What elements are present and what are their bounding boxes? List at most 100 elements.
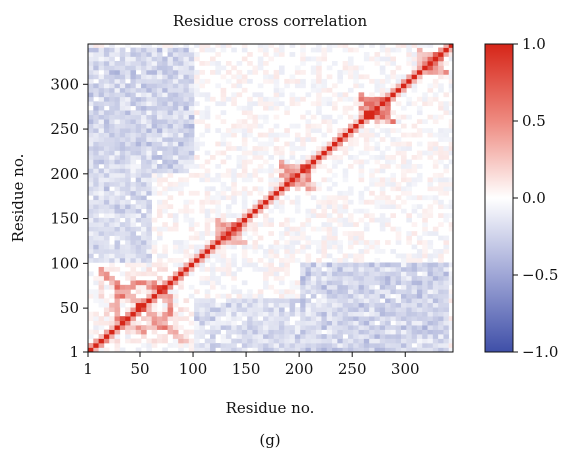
heatmap-cell	[316, 338, 322, 344]
heatmap-cell	[98, 244, 105, 250]
heatmap-cell	[225, 302, 232, 308]
heatmap-cell	[151, 316, 158, 321]
heatmap-cell	[130, 150, 137, 156]
heatmap-cell	[427, 101, 434, 107]
heatmap-cell	[395, 235, 402, 241]
heatmap-cell	[119, 74, 126, 80]
heatmap-cell	[188, 52, 195, 57]
heatmap-cell	[119, 163, 126, 169]
heatmap-cell	[363, 249, 370, 254]
heatmap-cell	[443, 280, 450, 286]
heatmap-cell	[284, 217, 290, 223]
heatmap-cell	[448, 316, 453, 321]
heatmap-cell	[411, 311, 418, 317]
heatmap-cell	[342, 44, 349, 48]
heatmap-cell	[135, 146, 142, 151]
heatmap-cell	[337, 208, 343, 214]
heatmap-cell	[448, 262, 453, 268]
heatmap-cell	[310, 293, 317, 299]
heatmap-cell	[231, 289, 237, 295]
heatmap-cell	[438, 302, 444, 308]
heatmap-cell	[411, 325, 418, 330]
heatmap-cell	[379, 105, 386, 111]
heatmap-cell	[130, 163, 137, 169]
heatmap-cell	[241, 244, 248, 250]
heatmap-cell	[273, 181, 280, 187]
heatmap-cell	[268, 137, 274, 142]
heatmap-cell	[416, 329, 423, 335]
heatmap-cell	[162, 266, 168, 272]
heatmap-cell	[204, 217, 211, 223]
heatmap-cell	[114, 213, 121, 218]
heatmap-cell	[146, 253, 152, 259]
heatmap-cell	[358, 235, 365, 241]
heatmap-cell	[231, 307, 237, 313]
heatmap-cell	[119, 325, 126, 330]
heatmap-cell	[263, 195, 269, 201]
heatmap-cell	[119, 96, 126, 102]
heatmap-cell	[172, 302, 179, 308]
heatmap-cell	[103, 159, 110, 165]
heatmap-cell	[332, 208, 338, 214]
heatmap-cell	[310, 347, 317, 352]
heatmap-cell	[443, 101, 450, 107]
heatmap-cell	[247, 307, 253, 313]
heatmap-cell	[199, 298, 206, 304]
heatmap-cell	[225, 244, 232, 250]
heatmap-cell	[220, 96, 227, 102]
heatmap-cell	[194, 320, 200, 326]
heatmap-cell	[369, 280, 375, 286]
heatmap-cell	[103, 168, 110, 174]
heatmap-cell	[427, 329, 434, 335]
heatmap-cell	[406, 343, 412, 348]
heatmap-cell	[194, 56, 200, 62]
heatmap-cell	[257, 329, 264, 335]
heatmap-cell	[162, 222, 168, 227]
heatmap-cell	[401, 163, 407, 169]
heatmap-cell	[411, 338, 418, 344]
heatmap-cell	[162, 190, 168, 196]
heatmap-cell	[353, 240, 359, 245]
heatmap-cell	[156, 56, 163, 62]
heatmap-cell	[156, 132, 163, 138]
heatmap-cell	[204, 222, 211, 227]
heatmap-cell	[119, 132, 126, 138]
heatmap-cell	[188, 146, 195, 151]
heatmap-cell	[172, 105, 179, 111]
heatmap-cell	[199, 253, 206, 259]
heatmap-cell	[236, 123, 243, 129]
heatmap-cell	[369, 266, 375, 272]
heatmap-cell	[194, 289, 200, 295]
heatmap-cell	[284, 132, 290, 138]
heatmap-cell	[379, 92, 386, 98]
heatmap-cell	[151, 244, 158, 250]
heatmap-cell	[204, 307, 211, 313]
heatmap-cell	[316, 257, 322, 263]
heatmap-cell	[125, 329, 131, 335]
heatmap-cell	[220, 186, 227, 192]
heatmap-cell	[374, 275, 381, 281]
heatmap-cell	[332, 289, 338, 295]
heatmap-cell	[130, 168, 137, 174]
heatmap-cell	[305, 275, 312, 281]
heatmap-cell	[141, 150, 147, 156]
heatmap-cell	[289, 44, 296, 48]
heatmap-cell	[374, 96, 381, 102]
heatmap-cell	[204, 302, 211, 308]
heatmap-cell	[332, 231, 338, 236]
heatmap-cell	[294, 204, 301, 210]
heatmap-cell	[141, 101, 147, 107]
heatmap-cell	[401, 320, 407, 326]
heatmap-cell	[241, 137, 248, 142]
heatmap-cell	[183, 146, 190, 151]
heatmap-cell	[204, 347, 211, 352]
heatmap-cell	[135, 217, 142, 223]
heatmap-cell	[236, 190, 243, 196]
heatmap-cell	[151, 141, 158, 147]
heatmap-cell	[448, 343, 453, 348]
heatmap-cell	[204, 47, 211, 53]
heatmap-cell	[316, 56, 322, 62]
heatmap-cell	[385, 199, 391, 205]
heatmap-cell	[225, 325, 232, 330]
heatmap-cell	[194, 155, 200, 160]
